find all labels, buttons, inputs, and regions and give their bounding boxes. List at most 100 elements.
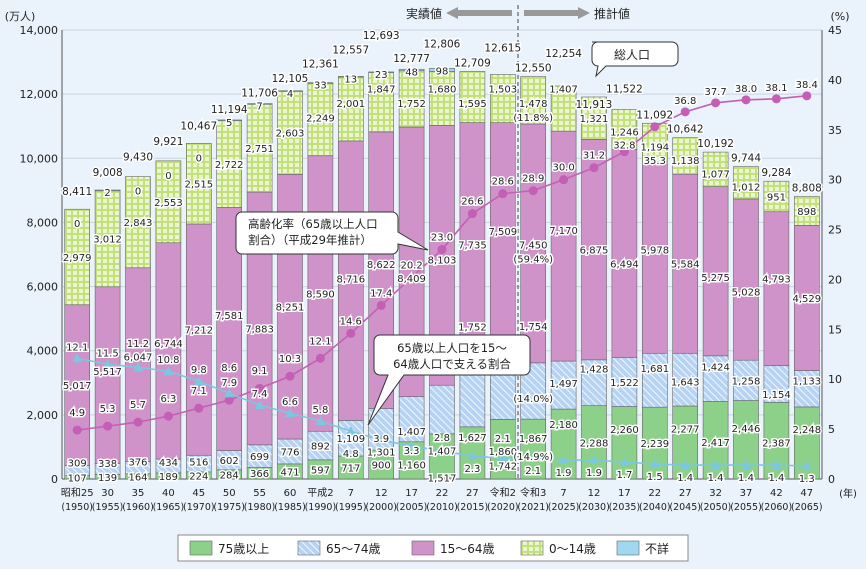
aging-rate-label: 23.0 [431, 233, 453, 244]
left-tick-label: 12,000 [20, 88, 59, 101]
x-tick-year: (2015) [457, 502, 489, 513]
value-label-75plus: 900 [372, 461, 391, 472]
value-label-0-14: 1,752 [397, 99, 426, 110]
value-label-0-14: 2,979 [63, 253, 92, 264]
bar-65-74 [398, 396, 425, 443]
aging-rate-point [771, 94, 781, 104]
legend-label: 75歳以上 [218, 542, 269, 556]
aging-rate-label: 4.9 [69, 408, 85, 419]
right-tick-label: 30 [828, 174, 842, 187]
x-tick-label: 令和2 [490, 486, 516, 499]
value-label-75plus: 224 [189, 471, 208, 482]
aging-rate-point [72, 425, 82, 435]
support-ratio-label: 1.4 [738, 473, 754, 484]
value-label-75plus: 1,627 [458, 433, 487, 444]
x-tick-label: 32 [709, 488, 722, 499]
bar-75plus [429, 433, 455, 480]
share-label: (14.0%) [513, 394, 553, 405]
bar-15-64 [155, 242, 182, 460]
support-ratio-label: 1.4 [677, 473, 693, 484]
legend-label: 不詳 [645, 541, 669, 556]
support-ratio-point [254, 400, 265, 410]
aging-rate-point [467, 209, 477, 219]
total-label: 12,361 [302, 59, 339, 71]
value-label-0-14: 1,138 [671, 156, 700, 167]
value-label-0-14: 1,407 [549, 85, 578, 96]
value-label-15-64: 8,251 [276, 303, 305, 314]
aging-rate-point [589, 163, 599, 173]
bar-0-14 [216, 119, 242, 208]
aging-rate-label: 37.7 [704, 87, 726, 98]
bar-0-14 [550, 85, 577, 132]
bar-15-64 [307, 155, 334, 432]
left-tick-label: 6,000 [27, 281, 59, 294]
x-tick-label: 60 [284, 488, 297, 499]
support-ratio-point [589, 455, 599, 465]
aging-rate-point [194, 403, 204, 413]
x-tick-year: (1985) [274, 502, 306, 513]
total-label: 8,808 [792, 183, 822, 195]
support-ratio-label: 12.1 [66, 342, 88, 353]
x-tick-label: 42 [770, 488, 783, 499]
total-label: 8,411 [62, 186, 92, 198]
x-tick-label: 7 [348, 488, 354, 499]
total-label: 11,706 [241, 88, 278, 100]
support-ratio-label: 6.6 [282, 397, 298, 408]
bar-65-74 [581, 359, 607, 406]
legend-swatch [189, 540, 213, 556]
value-label-15-64: 5,275 [701, 273, 730, 284]
aging-rate-label: 5.7 [130, 400, 146, 411]
bar-15-64 [186, 223, 212, 456]
bar-65-74 [733, 359, 759, 401]
support-ratio-label: 3.9 [373, 434, 389, 445]
x-tick-year: (1995) [335, 502, 367, 513]
aging-rate-point [528, 186, 538, 196]
x-tick-year: (2030) [578, 502, 610, 513]
value-label-65-74: 602 [220, 456, 239, 467]
value-label-0-14: 2,001 [336, 99, 365, 110]
legend-label: 0～14歳 [549, 542, 596, 556]
right-tick-label: 5 [828, 423, 835, 436]
x-tick-year: (1980) [244, 502, 276, 513]
aging-rate-label: 31.2 [583, 151, 605, 162]
value-label-75plus: 164 [128, 472, 147, 483]
bar-75plus [611, 406, 638, 480]
value-label-unknown: 0 [165, 171, 171, 182]
value-label-15-64: 6,875 [580, 246, 609, 257]
share-label: (11.8%) [513, 113, 553, 124]
support-ratio-point [467, 451, 478, 461]
value-label-75plus: 366 [250, 469, 269, 480]
value-label-65-74: 892 [311, 442, 330, 453]
value-label-0-14: 1,595 [458, 99, 487, 110]
x-axis-unit: (年) [839, 487, 857, 500]
aging-rate-label: 38.0 [735, 84, 757, 95]
x-tick-year: (2025) [548, 502, 580, 513]
support-ratio-point [680, 460, 691, 470]
bar-75plus [550, 408, 577, 480]
value-label-65-74: 1,258 [732, 376, 761, 387]
bar-65-74 [520, 362, 547, 420]
value-label-75plus: 717 [341, 464, 360, 475]
value-label-65-74: 1,742 [488, 461, 517, 472]
x-tick-label: 35 [132, 488, 145, 499]
support-ratio-label: 1.4 [708, 473, 724, 484]
right-tick-label: 45 [828, 24, 842, 37]
support-ratio-point [649, 459, 660, 469]
value-label-15-64: 6,494 [610, 260, 639, 271]
aging-rate-label: 10.3 [279, 354, 301, 365]
total-label: 11,913 [576, 99, 613, 111]
label-support-ratio: 64歳人口で支える割合 [393, 357, 511, 371]
bar-15-64 [64, 304, 90, 466]
support-ratio-label: 1.9 [556, 468, 572, 479]
x-tick-year: (1975) [213, 502, 245, 513]
bar-15-64 [641, 161, 668, 354]
bar-15-64 [763, 211, 790, 366]
bar-0-14 [733, 166, 759, 200]
x-tick-label: 17 [618, 488, 631, 499]
bar-15-64 [581, 139, 607, 361]
x-tick-label: 17 [405, 488, 418, 499]
bar-0-14 [307, 83, 334, 157]
bar-15-64 [733, 198, 759, 361]
support-ratio-label: 2.8 [434, 433, 450, 444]
